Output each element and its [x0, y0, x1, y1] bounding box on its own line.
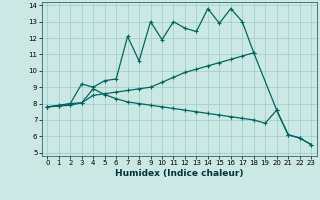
X-axis label: Humidex (Indice chaleur): Humidex (Indice chaleur)	[115, 169, 244, 178]
